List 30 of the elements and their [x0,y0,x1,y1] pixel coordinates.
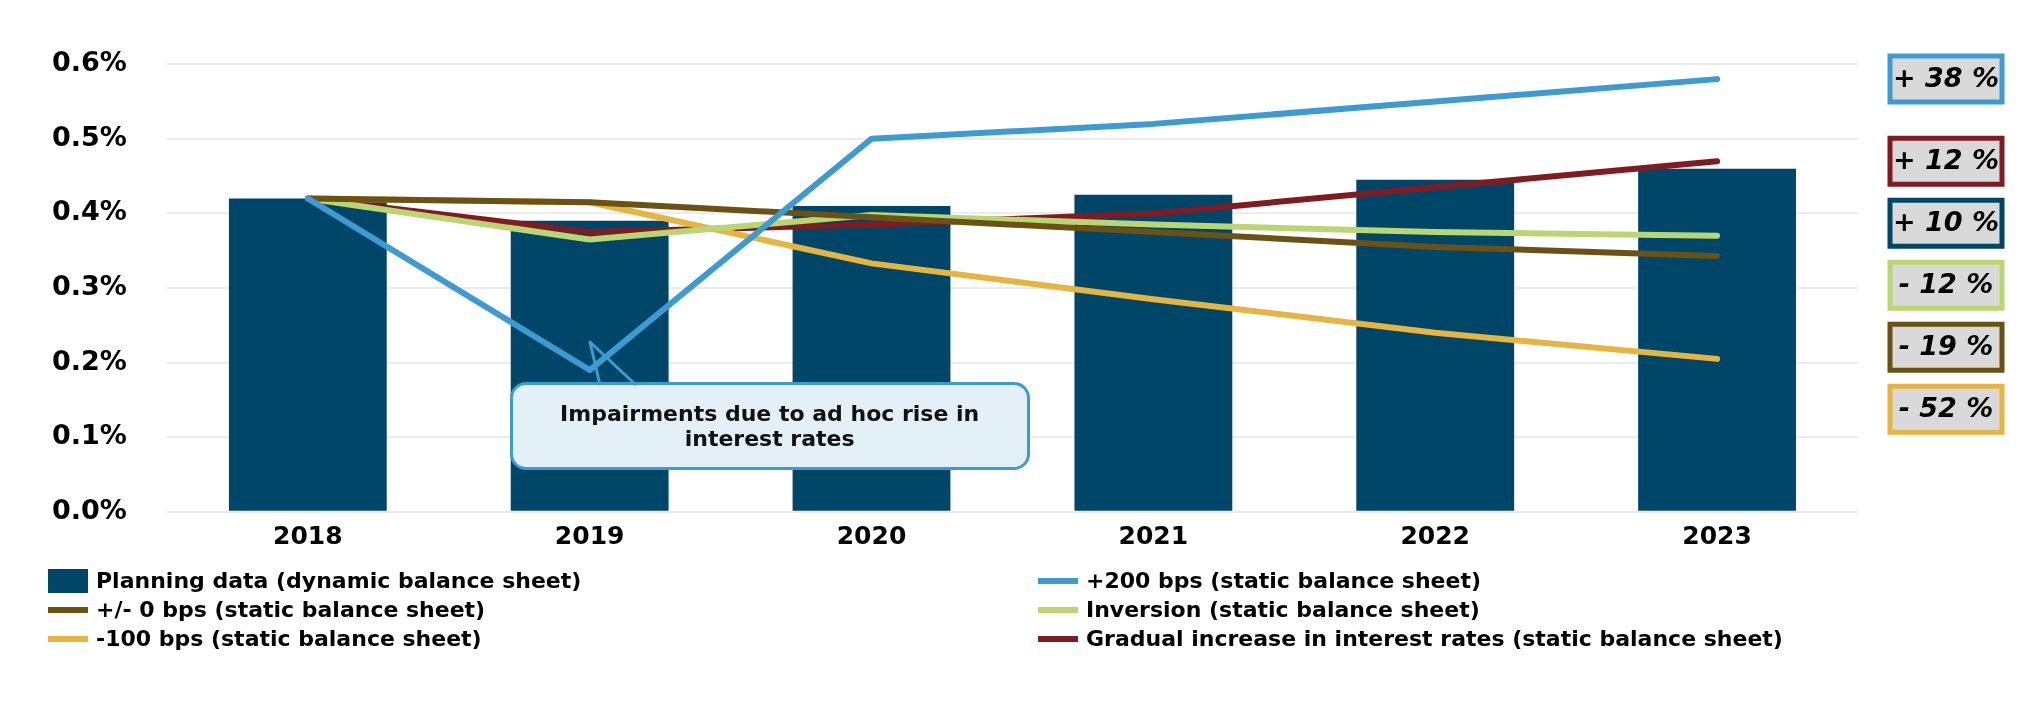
y-tick-label: 0.3% [51,270,127,302]
text: + 12 % [1892,144,2000,176]
annotation: Impairments due to ad hoc rise in interest rates [509,381,1030,470]
legend-label: Inversion (static balance sheet) [1086,597,1480,622]
legend-label: -100 bps (static balance sheet) [96,626,482,651]
x-tick-label: 2018 [273,521,343,551]
x-tick-label: 2020 [836,521,907,551]
y-tick-label: 0.4% [51,195,127,227]
legend-label: Planning data (dynamic balance sheet) [96,568,582,593]
y-tick-label: 0.2% [51,344,127,376]
bar [1074,194,1233,511]
bar [1638,168,1796,511]
text: + 38 % [1892,62,2000,94]
y-tick-label: 0.5% [51,120,127,152]
x-tick-label: 2021 [1118,521,1189,551]
y-tick-label: 0.6% [51,46,127,78]
legend-label: Gradual increase in interest rates (static balance sheet) [1086,626,1783,651]
text: - 19 % [1898,330,1994,362]
bar [228,198,387,511]
text: - 52 % [1898,392,1994,424]
y-tick-label: 0.1% [51,419,127,451]
x-tick-label: 2023 [1682,521,1752,551]
text: - 12 % [1898,268,1994,300]
x-tick-label: 2022 [1400,521,1471,551]
legend-label: +200 bps (static balance sheet) [1086,568,1481,593]
x-tick-label: 2019 [554,521,625,551]
y-tick-label: 0.0% [51,493,127,525]
bar [1356,179,1515,511]
text: + 10 % [1892,206,2000,238]
legend-label: +/- 0 bps (static balance sheet) [96,597,486,622]
